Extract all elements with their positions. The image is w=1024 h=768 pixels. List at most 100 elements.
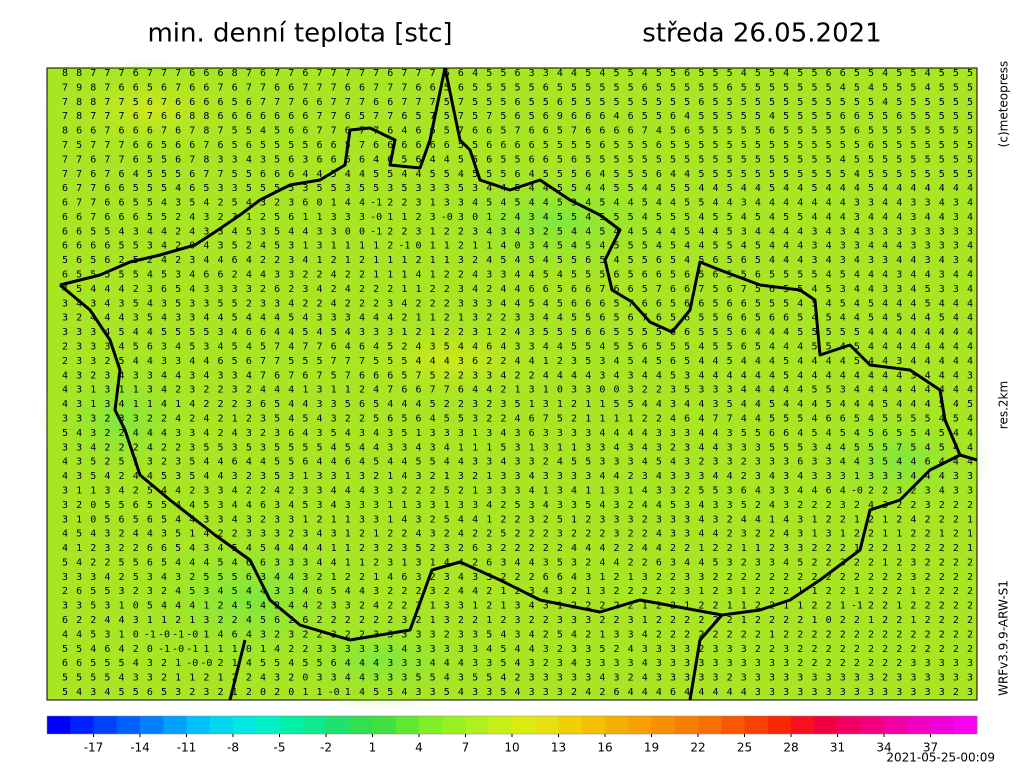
colorbar-segment (558, 716, 583, 734)
colorbar-label: -2 (320, 741, 332, 755)
colorbar-segment (698, 716, 722, 734)
colorbar-segment (860, 716, 885, 734)
colorbar-segment (326, 716, 350, 734)
colorbar-label: 28 (783, 741, 798, 755)
colorbar-segment (349, 716, 373, 734)
colorbar-segment (791, 716, 815, 734)
colorbar-label: 22 (690, 741, 705, 755)
colorbar-segment (953, 716, 978, 734)
colorbar-label: 31 (830, 741, 845, 755)
colorbar-segment (302, 716, 327, 734)
colorbar-segment (930, 716, 955, 734)
colorbar-segment (140, 716, 164, 734)
colorbar-segment (233, 716, 257, 734)
colorbar-segment (465, 716, 490, 734)
colorbar-segment (721, 716, 745, 734)
colorbar-segment (116, 716, 141, 734)
colorbar-segment (488, 716, 513, 734)
colorbar-segment (442, 716, 466, 734)
colorbar-segment (209, 716, 234, 734)
colorbar-segment (814, 716, 838, 734)
title: min. denní teplota [stc] (147, 19, 452, 49)
shade (330, 310, 570, 410)
colorbar-segment (581, 716, 606, 734)
copyright: (c)meteopress (997, 61, 1011, 148)
grid-row: 6 6 7 6 6 6 5 5 2 4 3 2 3 1 2 5 6 1 1 3 3 3 -0 1 1 2 3 -0 3 0 1 2 4 3 4 5 5 4… (62, 212, 973, 223)
shade (40, 60, 260, 160)
shade (810, 400, 990, 520)
colorbar-label: 37 (923, 741, 938, 755)
colorbar-label: -11 (177, 741, 197, 755)
colorbar-segment (744, 716, 769, 734)
colorbar-label: 4 (415, 741, 423, 755)
colorbar-label: -17 (84, 741, 104, 755)
grid-row: 6 6 6 6 5 5 3 4 2 0 4 3 5 2 4 5 3 1 3 1 1 1 1 2 -1 0 1 1 2 1 1 4 0 3 4 5 4 5 4… (62, 241, 973, 252)
colorbar-label: 10 (504, 741, 519, 755)
colorbar-label: 25 (737, 741, 752, 755)
colorbar-label: -8 (227, 741, 239, 755)
colorbar-segment (395, 716, 420, 734)
colorbar-segment (837, 716, 862, 734)
colorbar-segment (163, 716, 187, 734)
colorbar-label: -14 (130, 741, 150, 755)
colorbar-segment (767, 716, 792, 734)
grid-row: 5 4 3 4 5 5 6 5 3 2 3 2 1 2 0 2 0 1 1 -0 1 4 5 5 4 3 3 5 4 3 3 5 4 3 3 3 2 4 2… (62, 687, 973, 698)
colorbar-segment (674, 716, 699, 734)
colorbar-segment (93, 716, 118, 734)
grid-row: 6 7 7 6 6 5 5 4 3 5 4 2 5 4 3 2 3 6 0 1 4 4 -1 2 2 3 1 3 3 4 5 4 5 4 4 5 3 4 5… (62, 198, 973, 209)
colorbar-segment (256, 716, 280, 734)
grid-row: 6 6 5 5 5 4 3 2 1 -0 -0 2 1 4 5 5 4 5 5 6 4 4 4 3 3 3 4 4 4 3 3 5 4 3 2 3 4 3… (62, 658, 973, 669)
colorbar-label: 7 (462, 741, 470, 755)
colorbar-segment (628, 716, 652, 734)
grid-row: 5 5 4 6 4 2 0 -1 -0 -1 1 1 1 0 1 4 2 2 3 3 3 3 3 3 4 3 3 3 3 3 4 5 4 4 3 2 3… (62, 644, 973, 655)
colorbar-label: 16 (597, 741, 612, 755)
grid-row: 4 4 5 3 1 0 -1 -0 -1 -0 1 4 6 4 3 2 3 2 2 3 2 2 3 3 3 3 3 2 3 3 5 4 3 4 2 5… (62, 629, 973, 640)
colorbar-segment (651, 716, 676, 734)
colorbar-segment (186, 716, 211, 734)
colorbar-segment (907, 716, 931, 734)
colorbar-segment (47, 716, 71, 734)
colorbar-segment (70, 716, 94, 734)
colorbar: -17 -14 -11 -8 -5 -2 1 4 7 10 13 16 19 22 25 28 31 34 37 (46, 715, 978, 755)
colorbar-segment (605, 716, 629, 734)
date: středa 26.05.2021 (642, 19, 881, 49)
colorbar-segment (512, 716, 536, 734)
model: WRFv3.9.9-ARW-S1 (997, 580, 1011, 696)
colorbar-label: -5 (274, 741, 286, 755)
colorbar-segment (279, 716, 304, 734)
colorbar-label: 1 (369, 741, 377, 755)
colorbar-segment (884, 716, 908, 734)
grid-row: 6 6 5 5 4 3 4 4 2 4 3 3 4 5 3 5 4 4 3 3 0 0 -1 2 2 3 1 2 2 3 4 3 4 3 2 5 4 4 5… (62, 226, 973, 237)
colorbar-segment (372, 716, 397, 734)
shade (420, 160, 700, 280)
